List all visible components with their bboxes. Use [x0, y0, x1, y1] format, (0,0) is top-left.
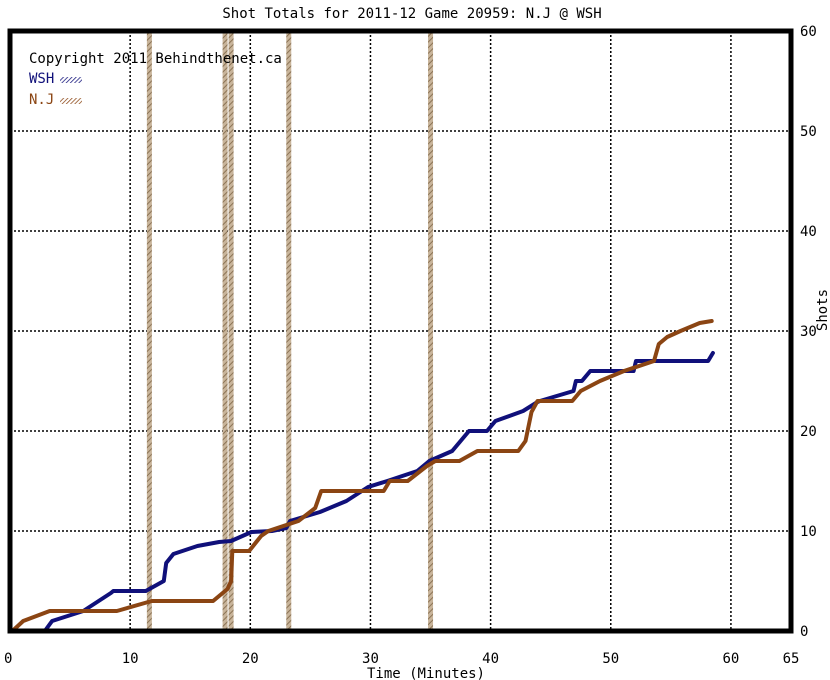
x-axis-label: Time (Minutes) — [367, 666, 485, 680]
y-tick-label: 60 — [800, 24, 817, 40]
x-tick-label: 60 — [722, 651, 739, 667]
x-tick-label: 20 — [242, 651, 259, 667]
chart-title: Shot Totals for 2011-12 Game 20959: N.J … — [222, 6, 601, 22]
penalty-marker — [286, 31, 292, 631]
x-axis-ticks: 0 10 20 30 40 50 60 65 — [4, 651, 799, 667]
penalty-marker — [228, 31, 234, 631]
x-tick-label: 30 — [362, 651, 379, 667]
x-tick-label: 0 — [4, 651, 12, 667]
plot-frame — [7, 28, 794, 634]
penalty-marker — [146, 31, 152, 631]
copyright-text: Copyright 2011 Behindthenet.ca — [29, 51, 282, 67]
y-tick-label: 50 — [800, 124, 817, 140]
legend-swatch-wsh — [60, 77, 82, 83]
legend-label-nj: N.J — [29, 92, 54, 108]
y-tick-label: 0 — [800, 624, 808, 640]
y-tick-label: 10 — [800, 524, 817, 540]
y-tick-label: 20 — [800, 424, 817, 440]
grid — [10, 31, 791, 631]
x-tick-label: 40 — [482, 651, 499, 667]
series-lines — [10, 319, 715, 633]
y-axis-label: Shots — [815, 289, 830, 331]
series-line-wsh — [10, 351, 715, 633]
legend: WSH N.J — [29, 71, 82, 108]
x-tick-label: 65 — [783, 651, 800, 667]
legend-swatch-nj — [60, 98, 82, 104]
y-tick-label: 30 — [800, 324, 817, 340]
x-tick-label: 10 — [122, 651, 139, 667]
y-axis-ticks: 0 10 20 30 40 50 60 — [800, 24, 817, 640]
x-tick-label: 50 — [602, 651, 619, 667]
penalty-marker — [222, 31, 228, 631]
penalty-marker — [428, 31, 434, 631]
legend-label-wsh: WSH — [29, 71, 54, 87]
y-tick-label: 40 — [800, 224, 817, 240]
penalty-markers — [146, 31, 434, 631]
series-line-nj — [10, 319, 714, 633]
